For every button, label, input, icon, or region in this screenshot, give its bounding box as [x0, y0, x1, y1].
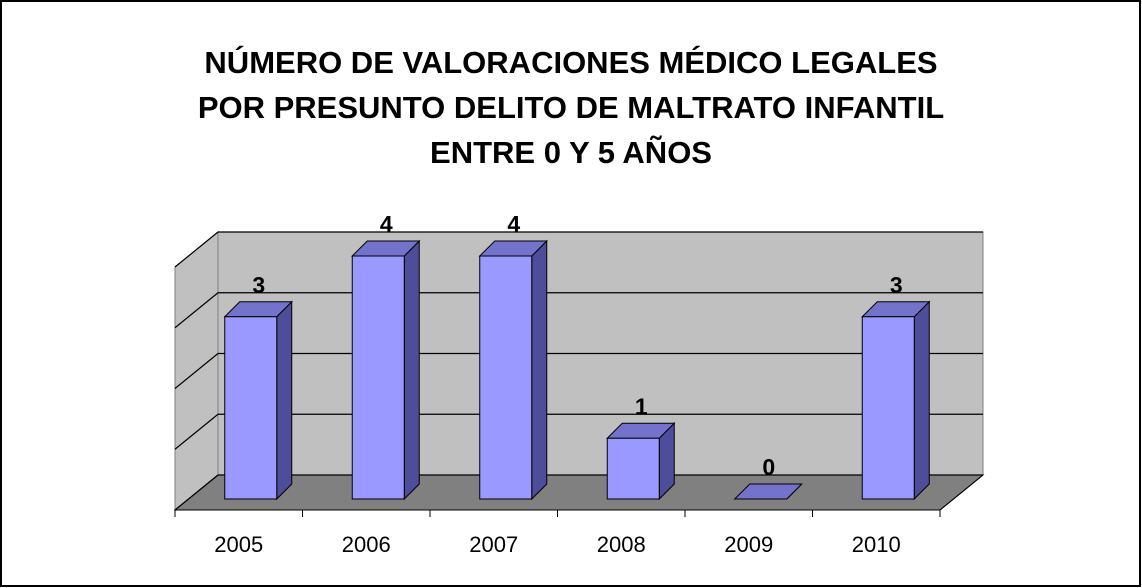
x-tick-label: 2006 — [342, 532, 391, 557]
x-axis-depth — [939, 474, 984, 511]
data-label: 1 — [635, 393, 648, 419]
data-label: 3 — [890, 272, 903, 298]
x-tick-label: 2009 — [724, 532, 773, 557]
data-label: 3 — [252, 272, 265, 298]
x-tick-label: 2005 — [214, 532, 263, 557]
bar-side — [276, 300, 293, 501]
bar — [351, 255, 405, 500]
x-tick-label: 2008 — [597, 532, 646, 557]
bar-side — [403, 239, 420, 501]
bar — [224, 316, 278, 500]
grid-line — [174, 413, 983, 450]
data-label: 4 — [507, 211, 520, 237]
grid-line — [174, 231, 983, 268]
x-tick-label: 2007 — [469, 532, 518, 557]
bar-side — [531, 239, 548, 501]
bar-top — [733, 483, 803, 500]
grid-line — [174, 292, 983, 329]
bar — [861, 316, 915, 500]
bar — [479, 255, 533, 500]
bar — [606, 437, 660, 500]
grid-line — [174, 474, 983, 511]
data-label: 4 — [380, 211, 393, 237]
grid-line — [174, 352, 983, 389]
chart-title: NÚMERO DE VALORACIONES MÉDICO LEGALES PO… — [197, 45, 945, 170]
bar-side — [913, 300, 930, 501]
data-label: 0 — [762, 454, 775, 480]
x-tick-label: 2010 — [852, 532, 901, 557]
